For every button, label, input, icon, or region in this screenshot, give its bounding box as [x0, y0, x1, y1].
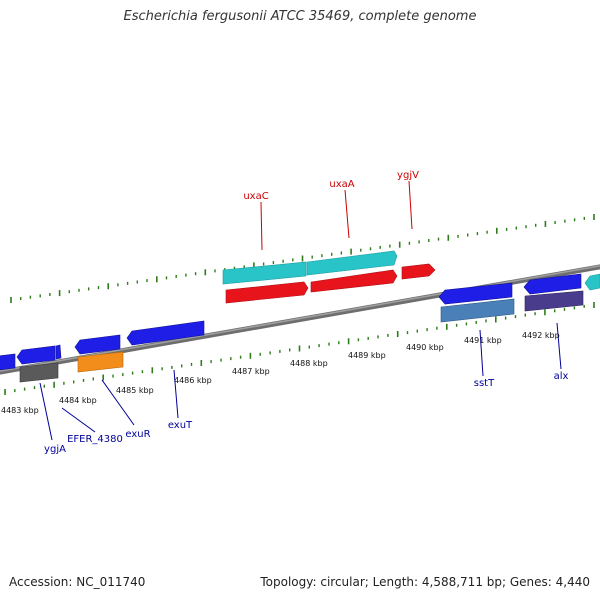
genome-backbone-highlight — [0, 265, 600, 372]
gene-ygjV-protein[interactable] — [401, 263, 436, 280]
gene-uxaA-protein[interactable] — [310, 269, 398, 293]
label-exuR[interactable]: exuR — [125, 429, 150, 440]
gene-alx-feature[interactable] — [524, 290, 584, 312]
label-uxaC[interactable]: uxaC — [243, 191, 268, 202]
page-title: Escherichia fergusonii ATCC 35469, compl… — [123, 9, 477, 24]
gene-EFER_4380-protein[interactable] — [74, 334, 121, 355]
label-uxaA[interactable]: uxaA — [329, 179, 354, 190]
gene-ygjA-small[interactable] — [55, 344, 62, 360]
label-sstT[interactable]: sstT — [474, 378, 495, 389]
reverse-features — [0, 273, 600, 383]
label-ygjV[interactable]: ygjV — [397, 170, 419, 181]
gene-ygjA-protein[interactable] — [16, 345, 56, 365]
gene-edge-cyan[interactable] — [584, 273, 600, 291]
upper-tick-track — [10, 214, 595, 303]
gene-edge-protein[interactable] — [0, 353, 16, 371]
gene-ygjA-feature[interactable] — [19, 362, 59, 383]
gene-alx-protein[interactable] — [523, 273, 582, 295]
label-EFER_4380[interactable]: EFER_4380 — [67, 434, 123, 445]
forward-features — [222, 250, 436, 304]
gene-uxaC-feature[interactable] — [222, 261, 307, 285]
axis-label-4486: 4486 kbp — [174, 376, 212, 385]
topology-text: Topology: circular; Length: 4,588,711 bp… — [260, 575, 590, 589]
accession-text: Accession: NC_011740 — [9, 575, 146, 589]
reverse-label-leaders — [39, 322, 562, 441]
lower-tick-track — [4, 302, 595, 395]
gene-EFER_4380-feature[interactable] — [77, 351, 124, 373]
label-exuT[interactable]: exuT — [168, 420, 193, 431]
axis-label-4489: 4489 kbp — [348, 351, 386, 360]
axis-label-4492: 4492 kbp — [522, 331, 560, 340]
gene-uxaA-feature[interactable] — [306, 250, 398, 276]
axis-label-4487: 4487 kbp — [232, 367, 270, 376]
axis-label-4485: 4485 kbp — [116, 386, 154, 395]
label-ygjA[interactable]: ygjA — [44, 444, 66, 455]
label-alx[interactable]: alx — [554, 371, 569, 382]
axis-label-4491: 4491 kbp — [464, 336, 502, 345]
axis-label-4488: 4488 kbp — [290, 359, 328, 368]
axis-label-4490: 4490 kbp — [406, 343, 444, 352]
gene-uxaC-protein[interactable] — [225, 281, 309, 304]
forward-label-leaders — [260, 180, 413, 251]
gene-sstT-protein[interactable] — [438, 282, 513, 305]
gene-exuT-protein[interactable] — [126, 320, 205, 346]
gene-sstT-feature[interactable] — [440, 298, 515, 323]
axis-label-4483: 4483 kbp — [1, 406, 39, 415]
axis-labels: 4483 kbp 4484 kbp 4485 kbp 4486 kbp 4487… — [1, 331, 560, 415]
axis-label-4484: 4484 kbp — [59, 396, 97, 405]
